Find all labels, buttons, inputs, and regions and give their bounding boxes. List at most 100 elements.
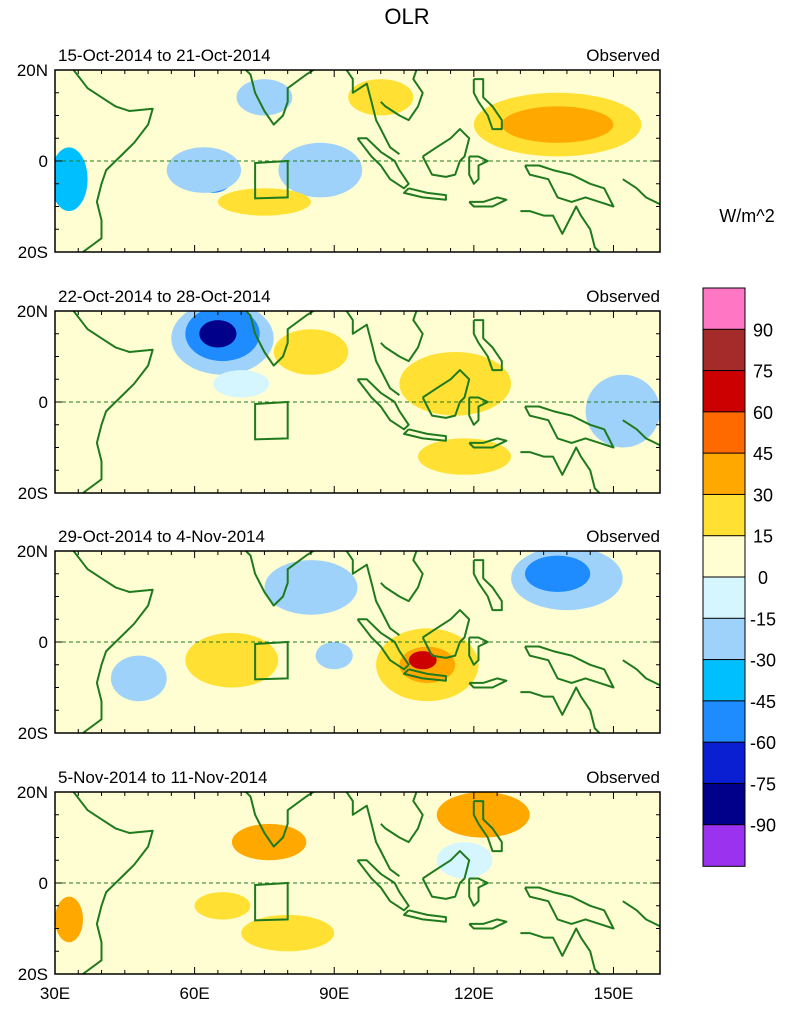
panel-plot-area	[55, 311, 660, 493]
colorbar-swatch	[702, 659, 746, 702]
coastline	[524, 886, 615, 930]
olr-anomaly-patch	[278, 142, 363, 198]
olr-anomaly-patch	[55, 896, 83, 943]
y-tick-label: 20S	[18, 484, 48, 503]
olr-anomaly-patch	[241, 914, 335, 952]
coastline	[403, 909, 447, 923]
coastline	[421, 609, 471, 659]
colorbar-swatch	[702, 535, 746, 578]
y-tick-label: 20S	[18, 243, 48, 262]
y-tick-label: 20N	[17, 302, 48, 321]
colorbar: W/m^2 -90 -75 -60 -45 -30 -15 0 15 30 45 60 75 90	[702, 206, 776, 867]
y-tick-label: 20N	[17, 542, 48, 561]
coastline	[524, 645, 615, 689]
colorbar-swatch	[702, 370, 746, 413]
coastline	[244, 70, 400, 156]
panel-period-label: 15-Oct-2014 to 21-Oct-2014	[58, 46, 271, 65]
y-tick-label: 20S	[18, 724, 48, 743]
coastline	[244, 551, 400, 637]
panel-period-label: 29-Oct-2014 to 4-Nov-2014	[58, 527, 265, 546]
y-tick-label: 20N	[17, 783, 48, 802]
coastline	[403, 428, 447, 442]
olr-anomaly-patch	[273, 329, 349, 375]
panel-plot-area	[55, 551, 660, 733]
colorbar-label: -60	[750, 733, 776, 753]
coastline	[244, 792, 400, 878]
colorbar-label: 15	[753, 527, 773, 547]
olr-anomaly-patch	[418, 438, 511, 475]
colorbar-label: -45	[750, 692, 776, 712]
colorbar-swatch	[702, 452, 746, 496]
coastline	[520, 927, 601, 974]
colorbar-swatch	[702, 741, 746, 785]
coastline	[72, 311, 154, 493]
panel-observed-label: Observed	[586, 46, 660, 65]
coastline	[421, 369, 471, 419]
coastline	[622, 178, 660, 206]
olr-anomaly-patch	[315, 641, 353, 670]
olr-anomaly-patch	[231, 823, 307, 861]
colorbar-units: W/m^2	[719, 206, 774, 226]
olr-anomaly-patch	[264, 560, 358, 615]
colorbar-swatch	[702, 700, 746, 743]
coastline	[244, 311, 400, 397]
coastline	[356, 618, 410, 671]
olr-anomaly-patch	[585, 374, 660, 448]
olr-anomaly-patch	[236, 79, 293, 116]
coastline	[403, 668, 447, 682]
coastline	[468, 437, 508, 449]
coastline	[468, 155, 489, 185]
coastline	[403, 187, 447, 201]
coastline	[472, 78, 503, 131]
colorbar-label: 60	[753, 403, 773, 423]
map-panel-4: 20N 0 20S 5-Nov-2014 to 11-Nov-2014 Observed…	[17, 768, 661, 1003]
coastline	[524, 164, 615, 208]
coastline	[524, 405, 615, 449]
olr-anomaly-patch	[348, 79, 414, 116]
coastline	[472, 559, 503, 612]
reference-box	[254, 159, 289, 200]
y-tick-label: 0	[39, 393, 48, 412]
olr-anomaly-patch	[399, 352, 512, 416]
coastline	[622, 659, 660, 687]
coastline	[72, 70, 154, 252]
panel-plot-area	[55, 792, 660, 974]
olr-anomaly-patch	[194, 892, 251, 920]
x-tick-label: 120E	[454, 984, 494, 1003]
colorbar-swatch	[702, 287, 746, 331]
coastline	[356, 859, 410, 912]
colorbar-swatch	[702, 411, 746, 454]
coastline	[421, 128, 471, 178]
reference-box	[254, 640, 289, 681]
coastline	[468, 636, 489, 666]
olr-anomaly-patch	[166, 147, 242, 193]
reference-box	[254, 881, 289, 922]
coastline	[468, 877, 489, 907]
colorbar-label: 45	[753, 444, 773, 464]
coastline	[520, 686, 601, 733]
coastline	[380, 311, 424, 363]
colorbar-label: 0	[758, 568, 768, 588]
map-panel-1: 20N 0 20S 15-Oct-2014 to 21-Oct-2014 Observe…	[17, 46, 661, 262]
colorbar-swatch	[702, 493, 746, 537]
panels-group: 20N 0 20S 15-Oct-2014 to 21-Oct-2014 Observe…	[17, 46, 661, 1003]
colorbar-label: -90	[750, 816, 776, 836]
colorbar-label: 75	[753, 362, 773, 382]
olr-anomaly-patch	[501, 106, 614, 143]
coastline	[72, 551, 154, 733]
y-tick-label: 0	[39, 152, 48, 171]
olr-anomaly-patch	[436, 842, 493, 879]
x-tick-label: 90E	[319, 984, 349, 1003]
colorbar-label: -15	[750, 609, 776, 629]
olr-anomaly-patch	[213, 370, 270, 398]
coastline	[380, 70, 424, 122]
coastline	[356, 378, 410, 431]
coastline	[72, 792, 154, 974]
coastline	[472, 319, 503, 372]
coastline	[520, 205, 601, 252]
coastline	[468, 396, 489, 426]
panel-observed-label: Observed	[586, 527, 660, 546]
reference-box	[254, 400, 289, 441]
colorbar-label: 30	[753, 485, 773, 505]
colorbar-swatch	[702, 824, 746, 867]
